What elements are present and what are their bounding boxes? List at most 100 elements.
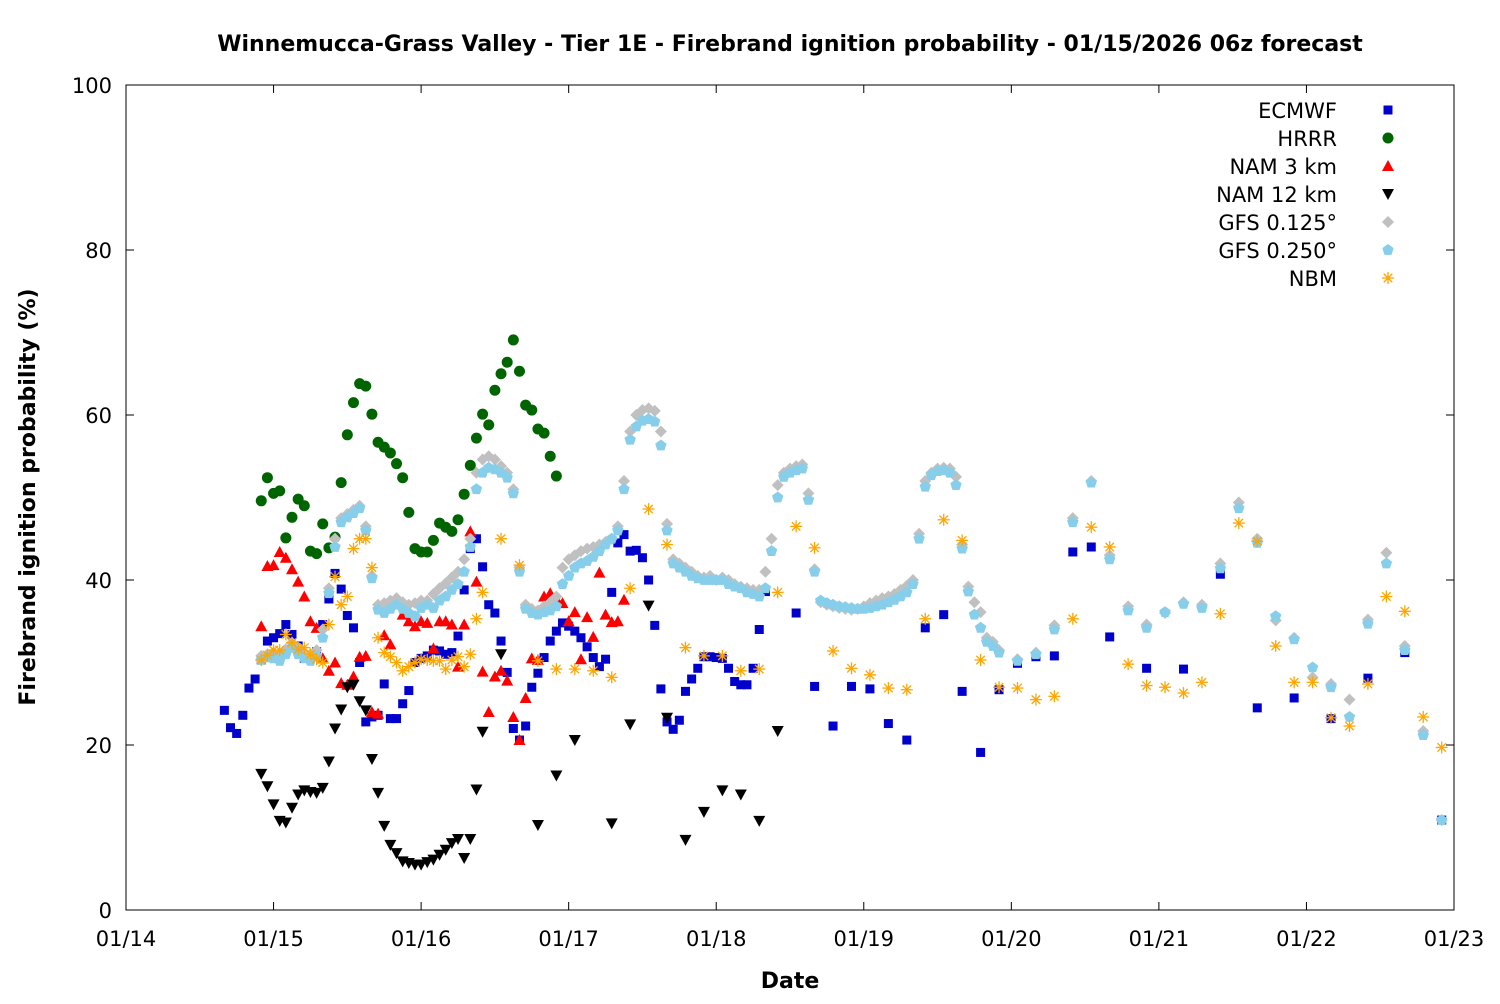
data-point bbox=[501, 471, 513, 483]
data-point bbox=[810, 681, 820, 691]
legend-label: NBM bbox=[1289, 267, 1337, 291]
data-point bbox=[919, 612, 932, 625]
data-point bbox=[711, 653, 721, 663]
data-point bbox=[624, 719, 637, 731]
data-point bbox=[273, 644, 286, 657]
data-point bbox=[654, 425, 667, 438]
data-point bbox=[359, 649, 372, 661]
data-point bbox=[261, 472, 273, 484]
data-point bbox=[791, 608, 801, 618]
legend-item: NAM 12 km bbox=[1216, 183, 1394, 207]
data-point bbox=[341, 429, 353, 441]
data-point bbox=[771, 586, 784, 599]
data-point bbox=[920, 623, 930, 633]
data-point bbox=[304, 615, 317, 627]
data-point bbox=[421, 654, 434, 667]
data-point bbox=[458, 853, 471, 865]
plot-area-border bbox=[125, 84, 1455, 911]
data-point bbox=[907, 578, 919, 589]
data-point bbox=[226, 723, 236, 733]
data-point bbox=[1380, 546, 1393, 559]
data-point bbox=[582, 642, 592, 652]
data-point bbox=[1067, 516, 1079, 528]
data-point bbox=[317, 518, 329, 530]
data-point bbox=[550, 663, 563, 676]
data-point bbox=[533, 668, 543, 678]
data-point bbox=[452, 650, 464, 663]
data-point bbox=[359, 532, 372, 545]
data-point bbox=[280, 532, 292, 544]
data-point bbox=[502, 667, 512, 677]
data-point bbox=[802, 494, 815, 505]
x-tick-label: 01/16 bbox=[391, 927, 452, 951]
data-point bbox=[753, 663, 766, 676]
data-point bbox=[611, 615, 624, 627]
data-point bbox=[366, 572, 378, 584]
data-point bbox=[759, 582, 772, 594]
data-point bbox=[269, 633, 279, 643]
data-point bbox=[587, 664, 600, 677]
data-point bbox=[464, 459, 476, 471]
data-point bbox=[329, 570, 342, 583]
data-point bbox=[488, 670, 501, 682]
data-point bbox=[962, 585, 974, 597]
data-point bbox=[987, 640, 999, 651]
data-point bbox=[261, 649, 274, 662]
data-point bbox=[402, 660, 415, 673]
data-point bbox=[279, 817, 292, 829]
data-point bbox=[1048, 623, 1061, 635]
data-point bbox=[384, 839, 397, 851]
data-point bbox=[679, 834, 692, 846]
data-point bbox=[568, 663, 581, 676]
data-point bbox=[490, 608, 500, 618]
data-point bbox=[484, 600, 494, 610]
data-point bbox=[882, 682, 895, 695]
data-point bbox=[1030, 648, 1042, 660]
data-point bbox=[1269, 640, 1282, 652]
data-point bbox=[452, 514, 464, 526]
data-point bbox=[1049, 651, 1059, 661]
data-point bbox=[396, 664, 409, 677]
data-point bbox=[974, 621, 987, 633]
data-point bbox=[409, 610, 421, 622]
data-point bbox=[458, 618, 471, 630]
data-point bbox=[310, 653, 323, 666]
data-point bbox=[464, 541, 476, 552]
x-tick-label: 01/20 bbox=[981, 927, 1042, 951]
data-point bbox=[576, 633, 586, 643]
data-point bbox=[668, 724, 678, 734]
data-point bbox=[1215, 569, 1225, 579]
data-point bbox=[865, 684, 875, 694]
data-point bbox=[255, 495, 267, 507]
data-point bbox=[329, 532, 342, 545]
data-point bbox=[488, 453, 501, 466]
data-point bbox=[1159, 681, 1172, 694]
data-point bbox=[716, 785, 729, 797]
data-point bbox=[1196, 602, 1208, 613]
data-point bbox=[734, 789, 747, 801]
data-point bbox=[1399, 644, 1411, 655]
x-tick-label: 01/17 bbox=[538, 927, 599, 951]
data-point bbox=[384, 447, 396, 459]
data-point bbox=[470, 575, 483, 587]
data-point bbox=[968, 608, 981, 620]
data-point bbox=[404, 686, 414, 696]
data-point bbox=[1380, 590, 1393, 603]
data-point bbox=[495, 368, 507, 380]
data-point bbox=[913, 532, 925, 544]
data-point bbox=[1086, 542, 1096, 552]
series-nam-12-km bbox=[255, 600, 784, 871]
data-point bbox=[730, 676, 740, 686]
data-point bbox=[244, 683, 254, 693]
data-point bbox=[471, 534, 481, 544]
data-point bbox=[496, 636, 506, 646]
data-point bbox=[433, 654, 446, 667]
data-point bbox=[902, 735, 912, 745]
data-point bbox=[624, 582, 637, 595]
x-tick-label: 01/14 bbox=[96, 927, 157, 951]
data-point bbox=[219, 705, 229, 715]
data-point bbox=[1417, 729, 1429, 740]
y-axis-label: Firebrand ignition probability (%) bbox=[16, 288, 41, 705]
data-point bbox=[1066, 612, 1079, 625]
data-point bbox=[310, 787, 323, 799]
